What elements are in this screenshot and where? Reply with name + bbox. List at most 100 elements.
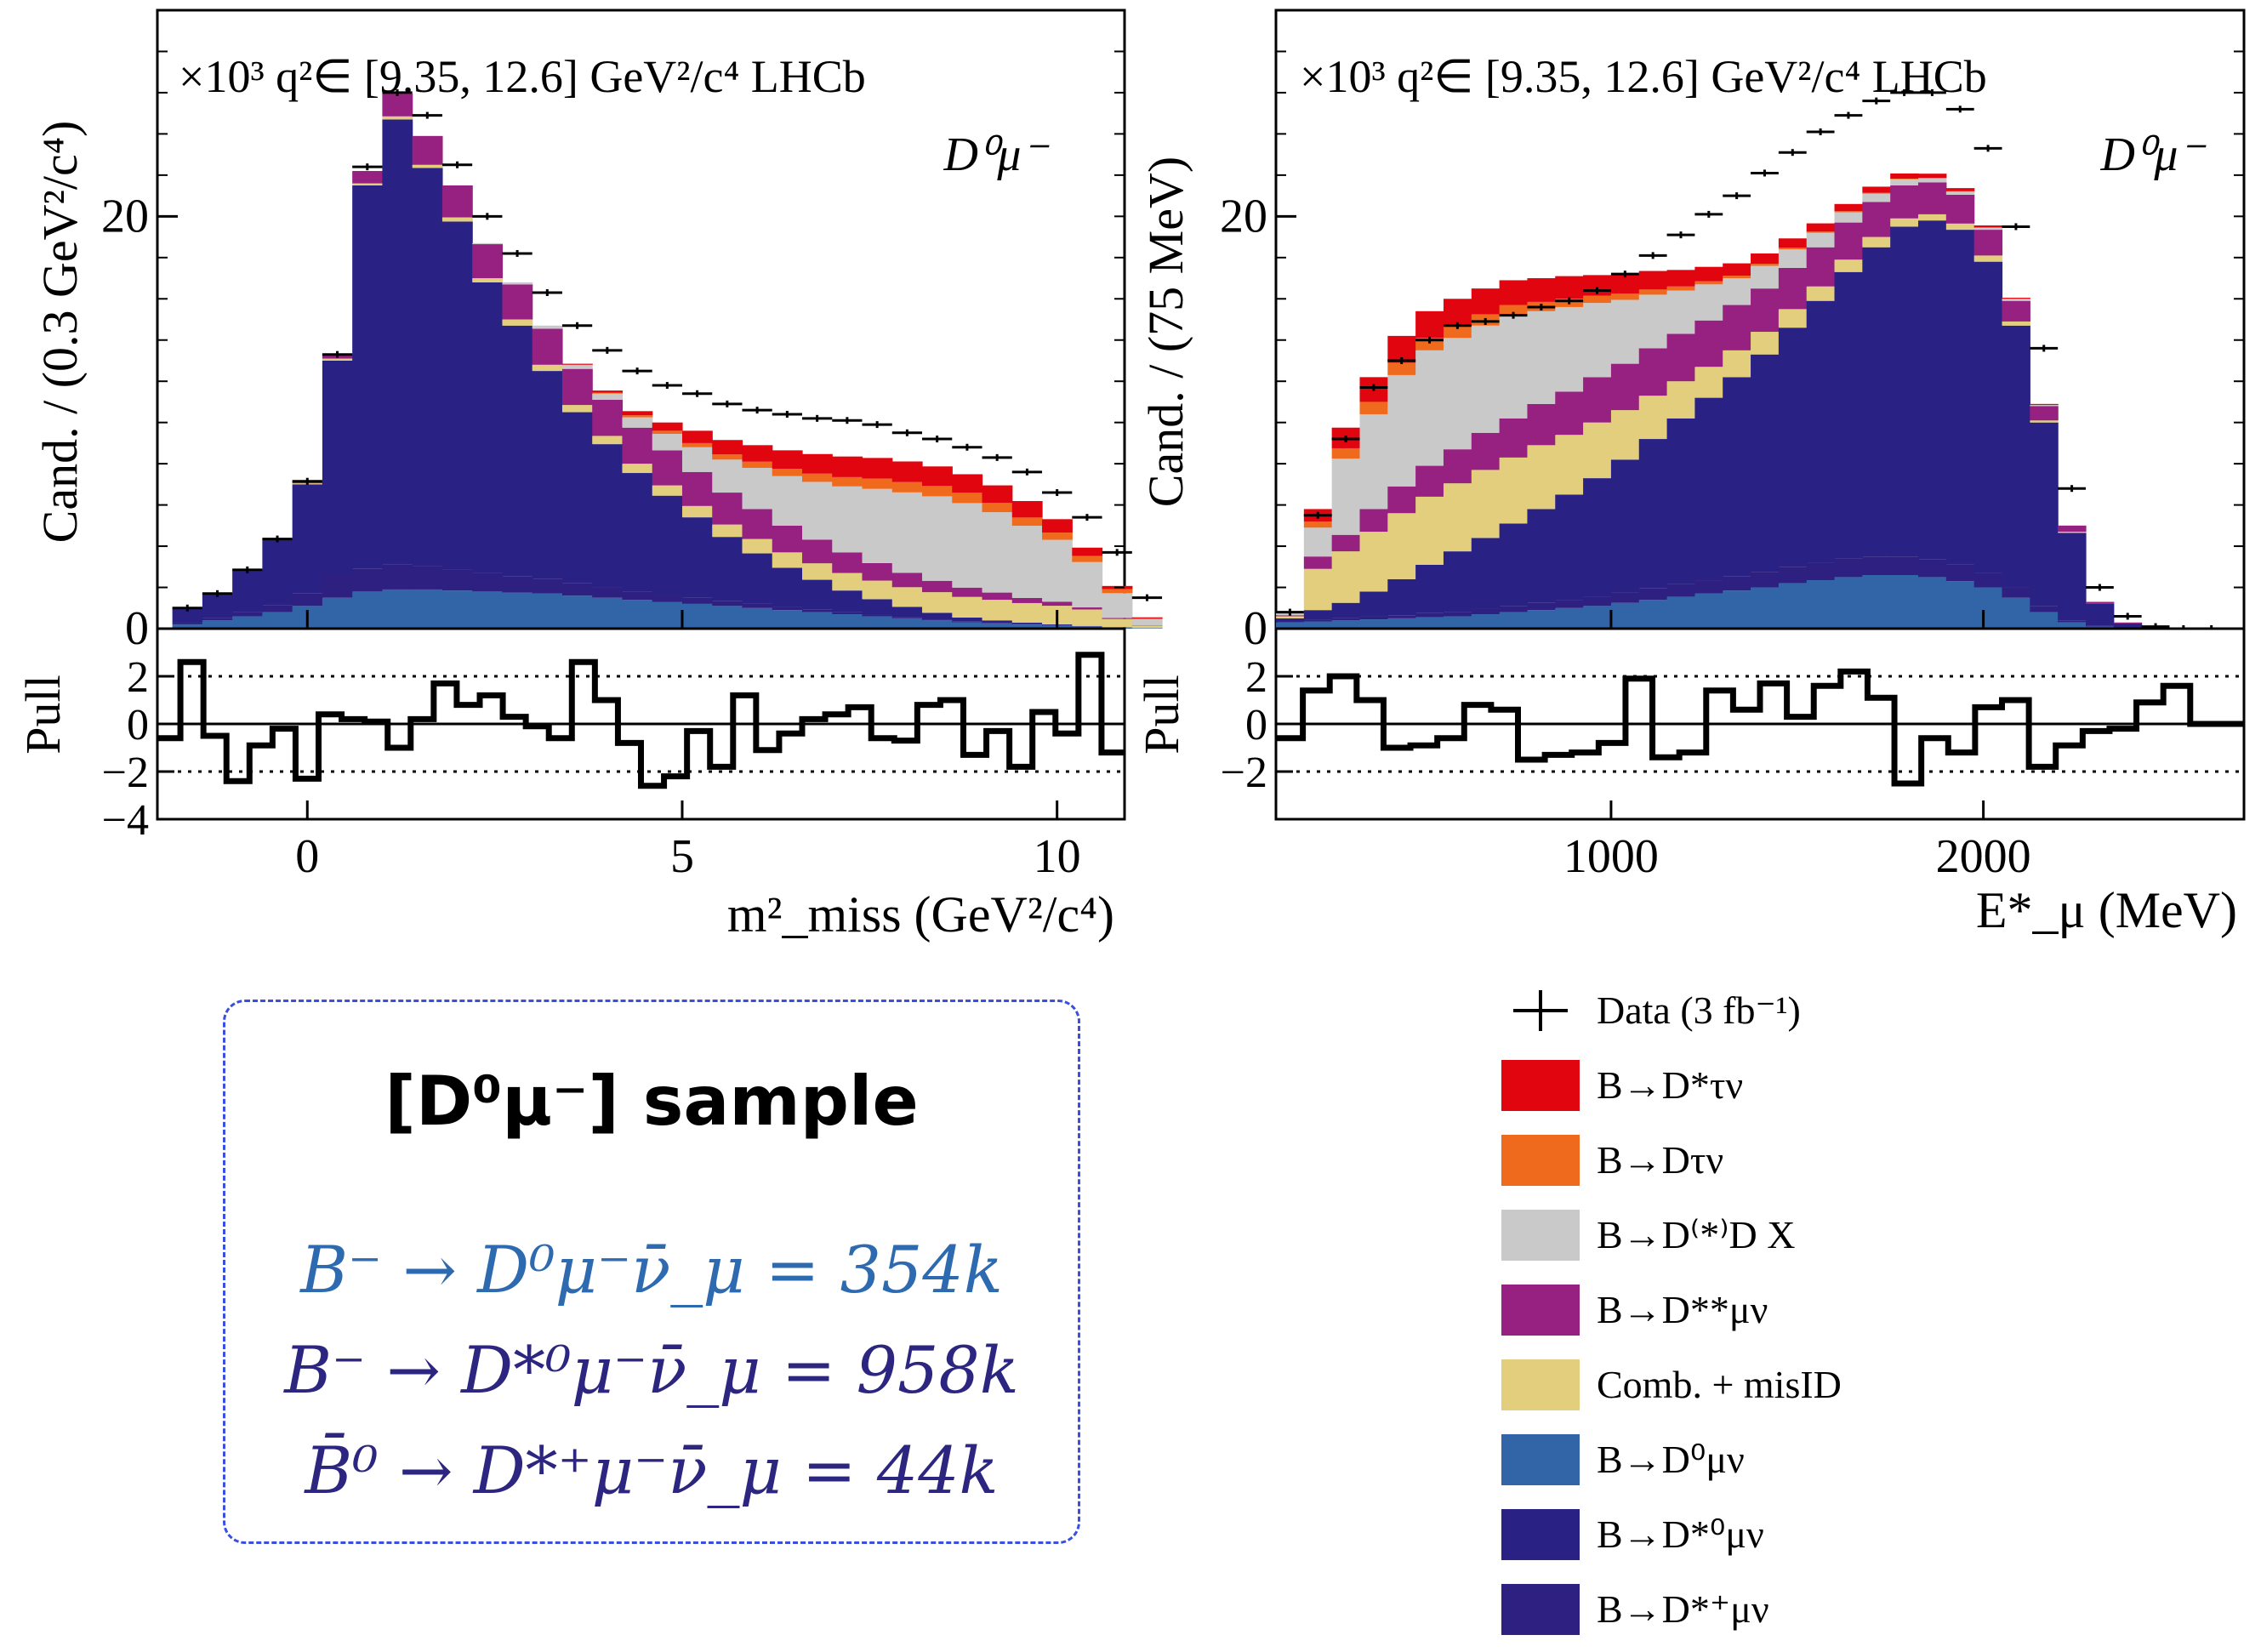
stack-bar-comb bbox=[1555, 435, 1583, 494]
stack-bar-ddx bbox=[1102, 593, 1133, 618]
legend-swatch bbox=[1501, 1060, 1580, 1111]
stack-bar-comb bbox=[802, 563, 833, 579]
legend-swatch bbox=[1501, 1509, 1580, 1560]
stack-bar-d0 bbox=[742, 608, 772, 629]
stack-bar-dstar0 bbox=[2114, 624, 2142, 628]
stack-bar-dstar0 bbox=[2002, 326, 2030, 588]
stack-bar-dstarplus bbox=[1723, 576, 1751, 590]
stack-bar-ddx bbox=[1723, 278, 1751, 305]
stack-bar-dstarplus bbox=[2030, 606, 2058, 612]
stack-bar-dstarplus bbox=[1890, 556, 1918, 575]
stack-bar-dstarplus bbox=[2002, 588, 2030, 598]
legend-swatch bbox=[1501, 1584, 1580, 1635]
stack-bar-ddx bbox=[922, 496, 953, 580]
stack-bar-dstarplus bbox=[1276, 622, 1304, 623]
stack-bar-ddx bbox=[533, 326, 563, 329]
stack-bar-dtau bbox=[742, 462, 772, 468]
pull-y-tick-label: 2 bbox=[127, 653, 149, 702]
stack-bar-dstarplus bbox=[863, 615, 893, 617]
stack-bar-d0 bbox=[1359, 619, 1387, 629]
stack-bar-dstar0 bbox=[1862, 248, 1890, 557]
stack-bar-dstartau bbox=[1974, 225, 2002, 227]
stack-bar-dstarstar bbox=[682, 472, 713, 506]
stack-bar-d0 bbox=[442, 590, 473, 629]
stack-bar-ddx bbox=[1694, 284, 1723, 320]
stack-bar-dstarplus bbox=[1639, 589, 1667, 600]
stack-bar-dtau bbox=[952, 493, 982, 503]
stack-bar-dstarstar bbox=[2058, 526, 2086, 532]
stack-bar-ddx bbox=[982, 512, 1013, 593]
stack-bar-ddx bbox=[1611, 299, 1639, 363]
stack-bar-dstartau bbox=[622, 411, 652, 415]
stack-bar-dstar0 bbox=[1359, 591, 1387, 616]
stack-bar-d0 bbox=[1555, 608, 1583, 629]
stack-bar-dstarplus bbox=[1974, 573, 2002, 588]
stack-bar-dstarstar bbox=[982, 593, 1013, 600]
stack-bar-ddx bbox=[622, 418, 652, 428]
stack-bar-comb bbox=[1751, 332, 1779, 355]
stack-bar-comb bbox=[1132, 626, 1163, 628]
stack-bar-dstarplus bbox=[1694, 580, 1723, 594]
stack-bar-dstarplus bbox=[472, 573, 503, 592]
stack-bar-comb bbox=[472, 278, 503, 282]
stack-bar-dstartau bbox=[592, 390, 623, 392]
stack-bar-dstarplus bbox=[533, 579, 563, 594]
stack-bar-comb bbox=[863, 581, 893, 600]
stack-bar-d0 bbox=[772, 610, 803, 629]
stack-bar-comb bbox=[1304, 569, 1332, 610]
x-tick-label: 1000 bbox=[1563, 830, 1659, 883]
stack-bar-ddx bbox=[562, 365, 593, 369]
right-pull-plot: 20−2 Pull bbox=[1134, 629, 2244, 819]
legend-label: B→D*⁰μν bbox=[1597, 1509, 1764, 1560]
stack-bar-d0 bbox=[413, 590, 443, 629]
stack-bar-dstarstar bbox=[1527, 404, 1555, 445]
stack-bar-d0 bbox=[262, 612, 293, 629]
stack-bar-dstartau bbox=[1862, 186, 1890, 192]
stack-bar-dstarstar bbox=[1694, 321, 1723, 367]
stack-bar-dstar0 bbox=[1611, 459, 1639, 592]
yield-d0: B⁻ → D⁰μ⁻ν̄_μ = 354k bbox=[225, 1232, 1078, 1307]
stack-bar-dstartau bbox=[802, 454, 833, 474]
stack-bar-d0 bbox=[1779, 584, 1807, 629]
stack-bar-dstarstar bbox=[352, 171, 383, 184]
stack-bar-comb bbox=[382, 117, 413, 120]
stack-bar-comb bbox=[1807, 287, 1835, 301]
stack-bar-ddx bbox=[1835, 212, 1863, 222]
stack-bar-dstar0 bbox=[1444, 551, 1472, 612]
stack-bar-ddx bbox=[1583, 303, 1611, 377]
stack-bar-dstarstar bbox=[1444, 449, 1472, 483]
stack-bar-dstarplus bbox=[682, 598, 713, 604]
left-channel-label: D⁰μ⁻ bbox=[943, 128, 1050, 181]
stack-bar-dstarstar bbox=[712, 493, 743, 525]
legend-item-dtau: B→Dτν bbox=[1501, 1128, 2233, 1203]
stack-bar-dstarplus bbox=[1527, 603, 1555, 610]
stack-bar-dtau bbox=[772, 469, 803, 476]
stack-bar-dtau bbox=[863, 479, 893, 489]
stack-bar-ddx bbox=[802, 481, 833, 539]
stack-bar-comb bbox=[1072, 609, 1102, 625]
stack-bar-dstartau bbox=[1415, 311, 1444, 339]
x-tick-label: 0 bbox=[295, 830, 319, 883]
stack-bar-dstar0 bbox=[622, 473, 652, 591]
stack-bar-ddx bbox=[1751, 265, 1779, 288]
stack-bar-d0 bbox=[682, 604, 713, 629]
stack-bar-ddx bbox=[1415, 350, 1444, 466]
legend-swatch bbox=[1501, 1210, 1580, 1261]
legend-label: B→D*⁺μν bbox=[1597, 1584, 1769, 1635]
stack-bar-dstartau bbox=[1639, 271, 1667, 290]
stack-bar-d0 bbox=[1611, 603, 1639, 629]
stack-bar-ddx bbox=[712, 459, 743, 493]
stack-bar-dtau bbox=[1694, 282, 1723, 285]
stack-bar-comb bbox=[892, 587, 923, 607]
stack-bar-dstarstar bbox=[802, 539, 833, 563]
stack-bar-dstar0 bbox=[352, 185, 383, 569]
stack-bar-comb bbox=[712, 525, 743, 538]
stack-bar-d0 bbox=[502, 593, 533, 629]
stack-bar-dtau bbox=[1751, 264, 1779, 265]
stack-bar-d0 bbox=[352, 591, 383, 629]
y-tick-label: 20 bbox=[1220, 190, 1267, 242]
stack-bar-dstar0 bbox=[1946, 230, 1974, 565]
stack-bar-d0 bbox=[1583, 606, 1611, 629]
stack-bar-dstarplus bbox=[293, 594, 323, 607]
stack-bar-comb bbox=[2058, 532, 2086, 533]
